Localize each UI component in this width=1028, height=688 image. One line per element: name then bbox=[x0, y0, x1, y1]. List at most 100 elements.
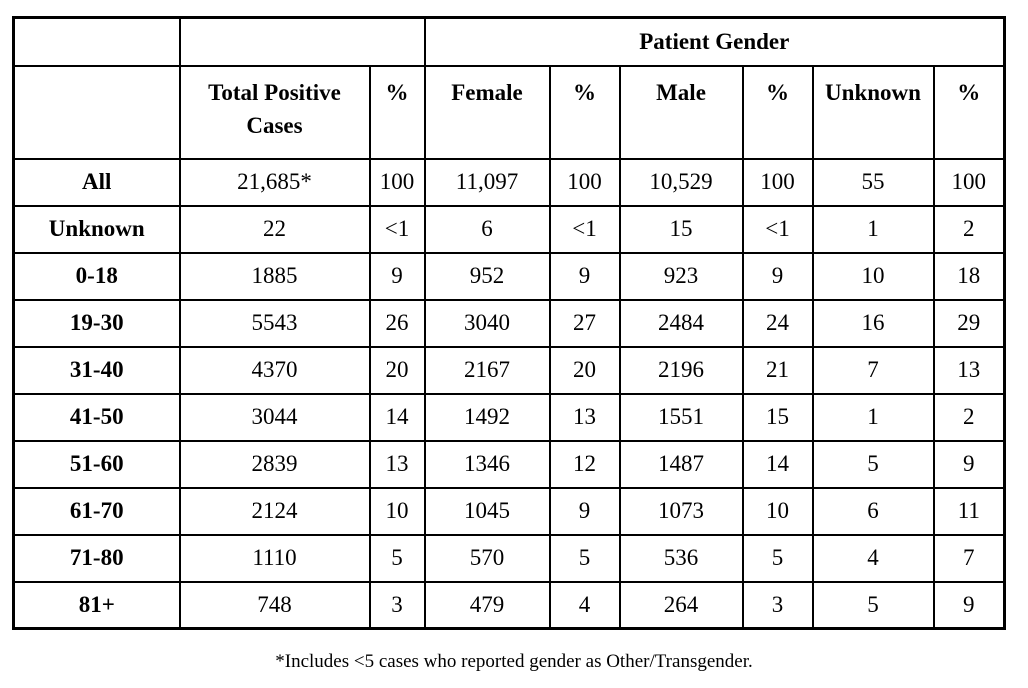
cell: 21,685* bbox=[178, 157, 371, 207]
cell: 5 bbox=[368, 533, 426, 583]
cell: 13 bbox=[548, 392, 621, 442]
cell: 1346 bbox=[423, 439, 551, 489]
row-label: 81+ bbox=[12, 580, 181, 630]
cell: 100 bbox=[548, 157, 621, 207]
cell: 100 bbox=[368, 157, 426, 207]
cell: 2839 bbox=[178, 439, 371, 489]
column-header: Unknown bbox=[811, 64, 935, 160]
cell: 26 bbox=[368, 298, 426, 348]
cell: 5 bbox=[811, 580, 935, 630]
table-row: 41-50 3044 14 1492 13 1551 15 1 2 bbox=[12, 392, 1006, 442]
table-row: Unknown 22 <1 6 <1 15 <1 1 2 bbox=[12, 204, 1006, 254]
cell: 13 bbox=[932, 345, 1006, 395]
cell: 1073 bbox=[618, 486, 744, 536]
cell: 10 bbox=[741, 486, 814, 536]
cell: 5 bbox=[741, 533, 814, 583]
cell: 4 bbox=[811, 533, 935, 583]
cell: 5543 bbox=[178, 298, 371, 348]
cell: 952 bbox=[423, 251, 551, 301]
cell: 14 bbox=[368, 392, 426, 442]
cell: 1045 bbox=[423, 486, 551, 536]
cell: 3 bbox=[741, 580, 814, 630]
column-header: % bbox=[368, 64, 426, 160]
table-row: 0-18 1885 9 952 9 923 9 10 18 bbox=[12, 251, 1006, 301]
row-label: 19-30 bbox=[12, 298, 181, 348]
row-label: All bbox=[12, 157, 181, 207]
table-row: 81+ 748 3 479 4 264 3 5 9 bbox=[12, 580, 1006, 630]
column-header: Female bbox=[423, 64, 551, 160]
column-header: % bbox=[741, 64, 814, 160]
cell: 9 bbox=[368, 251, 426, 301]
cell: 11 bbox=[932, 486, 1006, 536]
cell: 4 bbox=[548, 580, 621, 630]
cell: 18 bbox=[932, 251, 1006, 301]
footnote: *Includes <5 cases who reported gender a… bbox=[275, 651, 753, 672]
cell: 1487 bbox=[618, 439, 744, 489]
table-row: 71-80 1110 5 570 5 536 5 4 7 bbox=[12, 533, 1006, 583]
row-label: 51-60 bbox=[12, 439, 181, 489]
cell: 14 bbox=[741, 439, 814, 489]
cell: 10 bbox=[811, 251, 935, 301]
cell: 2484 bbox=[618, 298, 744, 348]
cell: 100 bbox=[741, 157, 814, 207]
table-row: All 21,685* 100 11,097 100 10,529 100 55 100 bbox=[12, 157, 1006, 207]
cell: <1 bbox=[741, 204, 814, 254]
row-label: 61-70 bbox=[12, 486, 181, 536]
column-header-row: Total Positive Cases% Female% Male% Unknown… bbox=[12, 64, 1006, 160]
cell: 16 bbox=[811, 298, 935, 348]
cell: 1551 bbox=[618, 392, 744, 442]
cell: <1 bbox=[548, 204, 621, 254]
column-header: Male bbox=[618, 64, 744, 160]
table-row: 61-70 2124 10 1045 9 1073 10 6 11 bbox=[12, 486, 1006, 536]
cell: 9 bbox=[741, 251, 814, 301]
cell: 2 bbox=[932, 204, 1006, 254]
cell: 1110 bbox=[178, 533, 371, 583]
cell: 15 bbox=[618, 204, 744, 254]
cell: 15 bbox=[741, 392, 814, 442]
cell: 9 bbox=[932, 580, 1006, 630]
cell: 27 bbox=[548, 298, 621, 348]
cell: 55 bbox=[811, 157, 935, 207]
cell: 1885 bbox=[178, 251, 371, 301]
cell: 9 bbox=[932, 439, 1006, 489]
cell: 7 bbox=[811, 345, 935, 395]
row-label: 71-80 bbox=[12, 533, 181, 583]
age-gender-table: Patient Gender Total Positive Cases% Fema… bbox=[12, 16, 1007, 630]
cell: 10 bbox=[368, 486, 426, 536]
row-label: 31-40 bbox=[12, 345, 181, 395]
column-header: % bbox=[548, 64, 621, 160]
cell: 9 bbox=[548, 251, 621, 301]
cell: 479 bbox=[423, 580, 551, 630]
row-label: 0-18 bbox=[12, 251, 181, 301]
table-row: 31-40 4370 20 2167 20 2196 21 7 13 bbox=[12, 345, 1006, 395]
table-row: 19-30 5543 26 3040 27 2484 24 16 29 bbox=[12, 298, 1006, 348]
cell: 2124 bbox=[178, 486, 371, 536]
cell: 10,529 bbox=[618, 157, 744, 207]
cell: 100 bbox=[932, 157, 1006, 207]
cell: 12 bbox=[548, 439, 621, 489]
cell: 29 bbox=[932, 298, 1006, 348]
cell: 3040 bbox=[423, 298, 551, 348]
cell: 2196 bbox=[618, 345, 744, 395]
corner-empty-cell bbox=[12, 16, 181, 67]
cell: 5 bbox=[811, 439, 935, 489]
cell: 20 bbox=[368, 345, 426, 395]
column-header: % bbox=[932, 64, 1006, 160]
cell: 1 bbox=[811, 204, 935, 254]
row-label-header-empty bbox=[12, 64, 181, 160]
cell: 7 bbox=[932, 533, 1006, 583]
cell: 13 bbox=[368, 439, 426, 489]
cell: 6 bbox=[811, 486, 935, 536]
cell: 3044 bbox=[178, 392, 371, 442]
cell: 264 bbox=[618, 580, 744, 630]
cell: 748 bbox=[178, 580, 371, 630]
cell: 570 bbox=[423, 533, 551, 583]
total-group-empty-cell bbox=[178, 16, 426, 67]
cell: 21 bbox=[741, 345, 814, 395]
cell: 923 bbox=[618, 251, 744, 301]
gender-header-row: Patient Gender bbox=[12, 16, 1006, 67]
table-row: 51-60 2839 13 1346 12 1487 14 5 9 bbox=[12, 439, 1006, 489]
column-header: Total Positive Cases bbox=[178, 64, 371, 160]
cell: 22 bbox=[178, 204, 371, 254]
